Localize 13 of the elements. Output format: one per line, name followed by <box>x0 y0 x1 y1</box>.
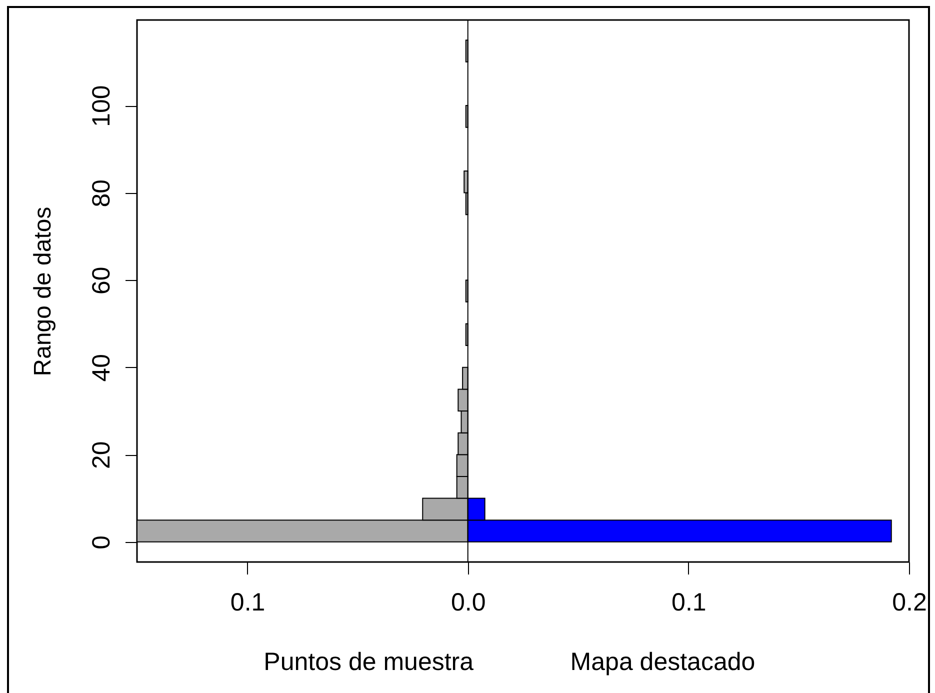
x-tick-label: 0.2 <box>892 588 927 616</box>
y-tick-label: 100 <box>88 85 116 127</box>
y-tick-label: 80 <box>88 179 116 208</box>
text: Mapa destacado <box>570 648 756 676</box>
y-tick-label: 0 <box>88 535 116 550</box>
y-tick-label: 20 <box>88 441 116 470</box>
x-tick-label: 0.1 <box>672 588 706 616</box>
y-tick-label: 60 <box>88 266 116 294</box>
y-tick-label: 40 <box>88 354 116 382</box>
text: Puntos de muestra <box>264 648 474 676</box>
x-tick-label: 0.1 <box>230 588 266 616</box>
x-tick-label: 0.0 <box>450 588 486 616</box>
y-axis-title: Rango de datos <box>30 206 56 376</box>
